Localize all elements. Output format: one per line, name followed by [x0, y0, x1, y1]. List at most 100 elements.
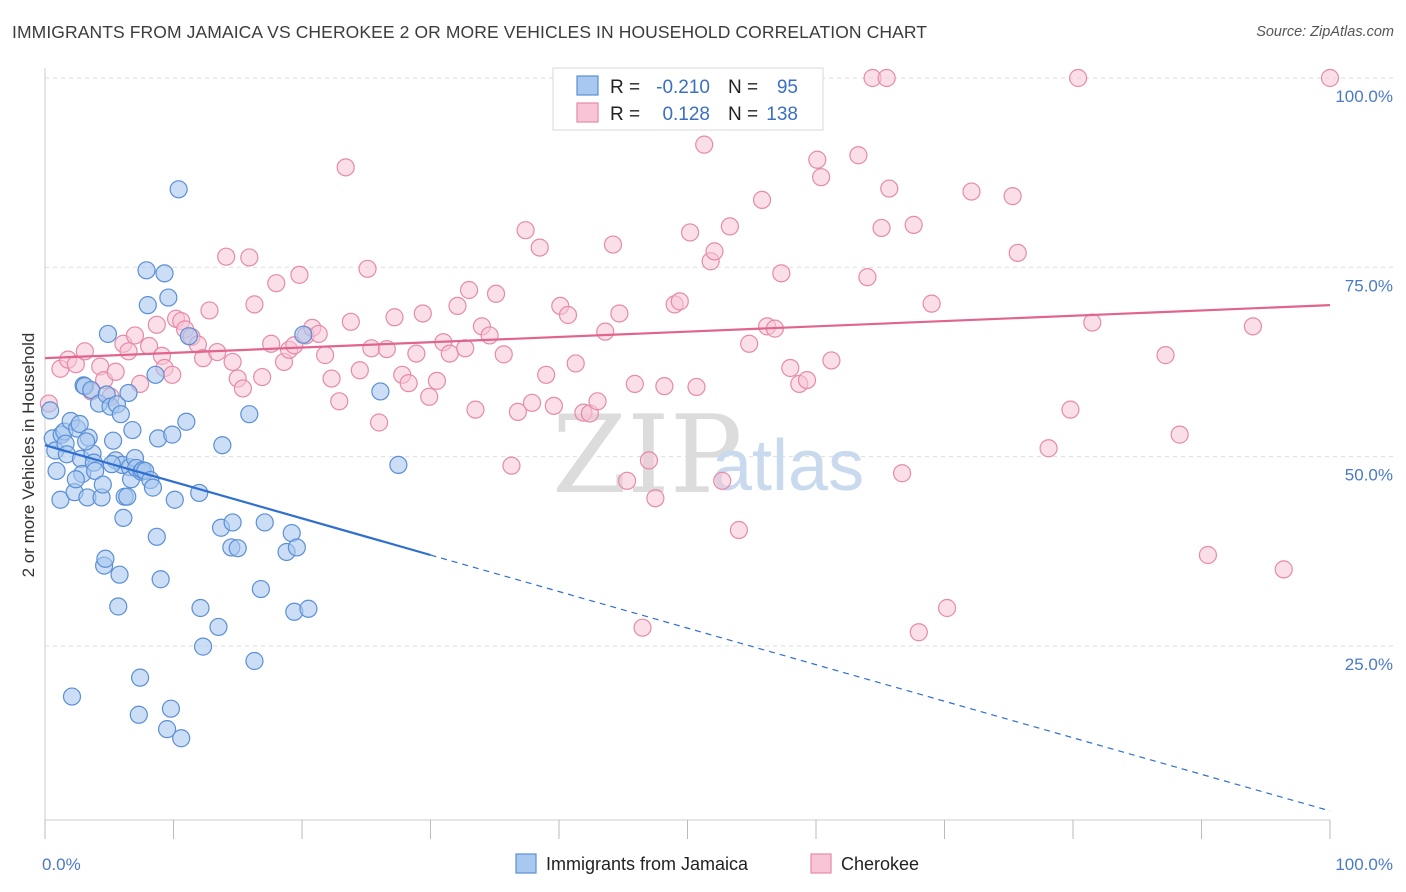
cherokee-point — [655, 377, 674, 396]
jamaica-point — [123, 420, 142, 440]
jamaica-point — [240, 405, 259, 424]
x-tick-labels: 0.0% 100.0% — [42, 855, 1393, 874]
cherokee-point — [687, 377, 706, 397]
cherokee-point — [752, 190, 772, 209]
cherokee-point — [385, 308, 404, 327]
jamaica-point — [114, 508, 133, 528]
jamaica-point — [66, 470, 85, 489]
cherokee-point — [1069, 68, 1088, 88]
series-legend: Immigrants from Jamaica Cherokee — [515, 853, 919, 874]
jamaica-points — [41, 180, 408, 748]
cherokee-point — [322, 369, 341, 388]
cherokee-point — [922, 294, 941, 313]
watermark-atlas: atlas — [712, 426, 864, 506]
jamaica-trend-line — [44, 444, 431, 557]
jamaica-point — [93, 475, 112, 494]
cherokee-point — [1003, 187, 1022, 206]
jamaica-point — [119, 383, 138, 403]
jamaica-point — [294, 325, 313, 344]
cherokee-point — [336, 158, 355, 177]
cherokee-point — [522, 393, 542, 412]
cherokee-point — [849, 146, 868, 165]
cherokee-point — [812, 168, 831, 187]
cherokee-point — [200, 301, 219, 320]
cherokee-point — [537, 365, 556, 384]
cherokee-point — [240, 248, 259, 267]
y-tick-label: 75.0% — [1345, 276, 1393, 295]
jamaica-point — [98, 324, 118, 344]
cherokee-point — [904, 215, 923, 234]
cherokee-point — [223, 352, 242, 372]
cherokee-point — [362, 339, 381, 358]
cherokee-point — [633, 618, 652, 637]
jamaica-point — [209, 617, 228, 637]
bottom-legend-swatch-jamaica — [515, 853, 537, 874]
cherokee-point — [290, 265, 309, 284]
cherokee-point — [358, 259, 377, 278]
cherokee-point — [163, 365, 182, 384]
cherokee-point — [596, 322, 615, 341]
legend-n-value-jamaica: 95 — [777, 77, 798, 98]
chart-title: IMMIGRANTS FROM JAMAICA VS CHEROKEE 2 OR… — [12, 22, 928, 42]
x-tick-label: 0.0% — [42, 855, 81, 874]
jamaica-point — [287, 538, 306, 557]
legend-swatch-jamaica — [576, 75, 599, 96]
cherokee-trend-line — [44, 304, 1331, 360]
x-tick-label: 100.0% — [1335, 855, 1393, 874]
cherokee-point — [456, 339, 475, 358]
cherokee-point — [440, 344, 459, 363]
cherokee-point — [646, 489, 665, 508]
cherokee-point — [399, 374, 418, 393]
cherokee-point — [909, 623, 928, 642]
y-tick-label: 25.0% — [1345, 655, 1393, 674]
cherokee-point — [466, 400, 485, 419]
cherokee-point — [350, 361, 369, 380]
jamaica-point — [137, 261, 156, 280]
cherokee-point — [341, 312, 360, 331]
cherokee-point — [253, 367, 272, 387]
bottom-legend-swatch-cherokee — [810, 853, 832, 874]
cherokee-point — [1274, 560, 1293, 579]
jamaica-point — [118, 487, 137, 506]
jamaica-point — [146, 365, 165, 384]
cherokee-point — [316, 346, 335, 365]
cherokee-point — [729, 520, 749, 540]
cherokee-point — [125, 326, 145, 345]
cherokee-point — [1156, 346, 1175, 365]
stats-legend: R = -0.210 N = 95 R = 0.128 N = 138 — [552, 67, 824, 131]
cherokee-point — [508, 402, 527, 421]
cherokee-point — [603, 235, 623, 254]
jamaica-point — [147, 527, 166, 546]
cherokee-point — [639, 451, 659, 470]
jamaica-point — [223, 513, 242, 532]
cherokee-point — [858, 268, 877, 287]
jamaica-point — [165, 490, 184, 509]
legend-n-label-jamaica: N = — [728, 77, 758, 98]
jamaica-point — [389, 455, 408, 474]
jamaica-point — [299, 599, 318, 618]
cherokee-point — [330, 392, 349, 411]
jamaica-point — [161, 699, 181, 718]
jamaica-point — [177, 412, 196, 431]
cherokee-point — [420, 387, 439, 406]
jamaica-point — [77, 432, 96, 451]
cherokee-point — [880, 179, 899, 198]
cherokee-point — [625, 374, 644, 393]
cherokee-point — [1039, 439, 1058, 458]
jamaica-point — [130, 668, 150, 687]
jamaica-point — [193, 637, 213, 656]
jamaica-point — [96, 549, 115, 568]
y-tick-label: 50.0% — [1345, 466, 1393, 485]
y-axis-label: 2 or more Vehicles in Household — [19, 333, 38, 578]
cherokee-point — [808, 150, 827, 169]
cherokee-point — [705, 242, 724, 261]
cherokee-point — [566, 354, 585, 373]
jamaica-point — [51, 490, 70, 509]
cherokee-point — [680, 223, 700, 242]
jamaica-point — [47, 461, 66, 481]
jamaica-point — [172, 729, 191, 748]
jamaica-point — [111, 405, 130, 424]
cherokee-point — [530, 238, 549, 257]
cherokee-point — [459, 280, 479, 300]
